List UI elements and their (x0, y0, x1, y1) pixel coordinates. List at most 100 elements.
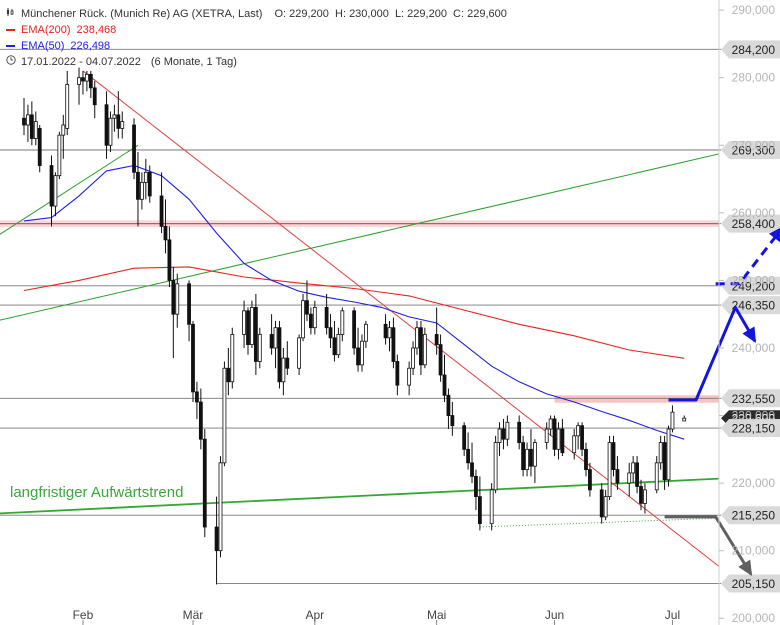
candle-body-up (61, 124, 66, 136)
candle-body-up (242, 310, 246, 335)
candle-body-down (22, 117, 26, 126)
forecast-arrows-layer (664, 228, 780, 577)
candle-body-up (364, 323, 368, 342)
candle-body-down (383, 323, 388, 339)
candle-body-up (360, 340, 364, 366)
ohlc-values: O: 229,200 H: 230,000 L: 229,200 C: 229,… (274, 8, 507, 20)
candle-body-down (356, 347, 360, 366)
candle-body-up (497, 428, 502, 443)
y-tick-label: 240,000 (732, 341, 776, 355)
candle-body-up (57, 134, 62, 177)
ema200-swatch (6, 29, 15, 31)
candle-body-down (202, 438, 207, 528)
candle-body-up (505, 421, 510, 440)
candle-body-down (132, 124, 136, 173)
y-tick-label: 220,000 (732, 476, 776, 490)
candle-body-up (65, 84, 70, 129)
level-label: 284,200 (732, 43, 776, 57)
candle-body-down (662, 442, 667, 481)
candle-body-up (281, 357, 286, 383)
candle-body-up (33, 121, 38, 139)
candle-body-down (191, 323, 195, 393)
legend-title-row: Münchener Rück. (Munich Re) AG (XETRA, L… (6, 6, 507, 22)
candle-body-down (285, 357, 290, 369)
candle-body-down (136, 171, 140, 200)
trend-annotation: langfristiger Aufwärtstrend (10, 484, 183, 501)
candle-body-down (635, 462, 639, 487)
forecast-bull-arrow (668, 305, 757, 402)
candle-body-down (446, 394, 451, 416)
candle-body-down (49, 165, 54, 207)
candle-body-up (407, 367, 412, 386)
chart-type-icon (6, 6, 16, 22)
forecast-arrowhead (769, 228, 780, 243)
candle-body-down (246, 310, 250, 345)
candle-body-down (167, 239, 172, 281)
candle-body-up (273, 327, 278, 349)
candle-body-up (77, 77, 81, 85)
candle-body-up (112, 114, 117, 119)
candle-body-up (312, 307, 317, 329)
candle-body-up (525, 448, 529, 470)
candles-layer (22, 67, 687, 585)
candle-body-up (544, 428, 549, 443)
candle-body-up (666, 428, 671, 481)
candle-body-down (529, 448, 533, 467)
candle-body-down (438, 344, 443, 376)
candle-body-up (603, 496, 608, 518)
candle-body-up (108, 117, 113, 146)
y-tick-label: 250,000 (732, 273, 776, 287)
candle-body-down (159, 195, 164, 227)
y-tick-label: 200,000 (732, 611, 776, 625)
candle-body-up (533, 442, 537, 467)
legend-ema50: EMA(50) 226,498 (6, 38, 507, 54)
level-label: 232,550 (732, 392, 776, 406)
candle-body-down (308, 313, 313, 329)
y-tick-label: 290,000 (732, 3, 776, 17)
candle-body-up (297, 337, 302, 369)
candle-body-up (643, 489, 647, 504)
candle-body-down (560, 428, 565, 454)
level-label-bg (721, 419, 780, 438)
trendline-early-uptrend (0, 144, 139, 235)
candle-body-down (332, 337, 337, 356)
candle-body-up (26, 114, 30, 126)
candle-body-up (139, 182, 144, 200)
candle-body-down (584, 448, 588, 470)
candle-body-down (37, 127, 42, 166)
candle-body-up (493, 442, 498, 491)
level-label: 205,150 (732, 577, 776, 591)
candle-body-down (501, 428, 506, 440)
candle-body-up (631, 462, 636, 474)
x-tick-label: Jul (665, 608, 680, 622)
trendlines-layer (0, 70, 719, 567)
level-label-bg (721, 40, 780, 59)
candle-body-up (607, 442, 612, 498)
ema50-value: 226,498 (70, 40, 111, 52)
candle-body-down (352, 310, 357, 349)
candle-body-down (391, 327, 396, 362)
candle-body-down (615, 469, 620, 484)
candle-body-up (411, 347, 415, 369)
candle-body-up (336, 334, 341, 356)
period-label: (6 Monate, 1 Tag) (150, 56, 237, 68)
candle-body-up (489, 489, 494, 525)
candle-body-down (474, 475, 478, 498)
candle-body-down (171, 280, 176, 315)
ema200-value: 238,468 (76, 24, 117, 36)
candle-body-down (599, 489, 604, 518)
candle-body-down (395, 361, 400, 386)
candle-body-down (88, 73, 93, 89)
candle-body-up (222, 367, 227, 464)
candle-body-down (163, 225, 168, 241)
candle-body-down (517, 421, 522, 443)
candle-body-down (198, 401, 203, 440)
date-range: 17.01.2022 - 04.07.2022 (21, 56, 141, 68)
candle-body-up (415, 327, 419, 349)
candle-body-down (419, 327, 423, 366)
chart-legend: Münchener Rück. (Munich Re) AG (XETRA, L… (6, 6, 507, 70)
level-label: 228,150 (732, 422, 776, 436)
y-tick-label: 280,000 (732, 71, 776, 85)
candle-body-down (195, 391, 199, 403)
x-tick-label: Mär (183, 608, 204, 622)
